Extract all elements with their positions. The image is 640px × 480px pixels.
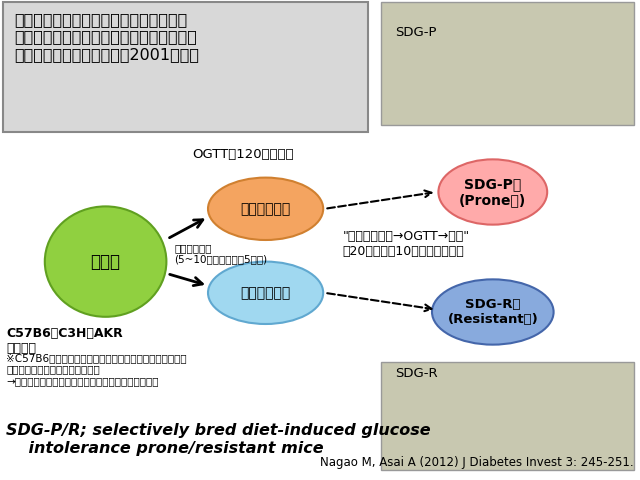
Text: 高値の個体群: 高値の個体群 <box>241 202 291 216</box>
Text: 低値の個体群: 低値の個体群 <box>241 286 291 300</box>
FancyBboxPatch shape <box>381 2 634 125</box>
Ellipse shape <box>45 206 166 317</box>
Text: SDG-R系
(Resistant系): SDG-R系 (Resistant系) <box>447 298 538 326</box>
Text: OGTTの120分血糖値: OGTTの120分血糖値 <box>192 148 294 161</box>
Ellipse shape <box>438 159 547 225</box>
Text: Nagao M, Asai A (2012) J Diabetes Invest 3: 245-251.: Nagao M, Asai A (2012) J Diabetes Invest… <box>320 456 634 469</box>
Text: 高脂肪食に対する感受性（耐糖能異常の
出現）を規定する遺伝的要因を探索するた
めのモデル動物の作成　　2001年から: 高脂肪食に対する感受性（耐糖能異常の 出現）を規定する遺伝的要因を探索するた め… <box>14 12 199 62</box>
Text: ※C57B6のみでは近親交配による交配退化（繁殖力低下）
が起こり系を樹立できなかった。
→遺伝子のバックグラウンドを広げる必要があった。: ※C57B6のみでは近親交配による交配退化（繁殖力低下） が起こり系を樹立できな… <box>6 353 187 386</box>
Ellipse shape <box>208 262 323 324</box>
FancyBboxPatch shape <box>381 362 634 470</box>
FancyBboxPatch shape <box>3 2 368 132</box>
Text: SDG-R: SDG-R <box>396 367 438 380</box>
Text: C57B6・C3H・AKR
の交雑系: C57B6・C3H・AKR の交雑系 <box>6 327 123 355</box>
Ellipse shape <box>432 279 554 345</box>
Text: 母集団: 母集団 <box>91 252 120 271</box>
Text: "高脂肪食負荷→OGTT→選抜"
を20　代（約10年）繰り返した: "高脂肪食負荷→OGTT→選抜" を20 代（約10年）繰り返した <box>342 230 470 258</box>
Text: SDG-P/R; selectively bred diet-induced glucose
    intolerance prone/resistant m: SDG-P/R; selectively bred diet-induced g… <box>6 423 431 456</box>
Text: SDG-P: SDG-P <box>396 26 437 39</box>
Text: SDG-P系
(Prone系): SDG-P系 (Prone系) <box>459 177 527 207</box>
Text: 高脂肪食負荷
(5~10週齢にかけて5週間): 高脂肪食負荷 (5~10週齢にかけて5週間) <box>174 243 268 264</box>
Ellipse shape <box>208 178 323 240</box>
